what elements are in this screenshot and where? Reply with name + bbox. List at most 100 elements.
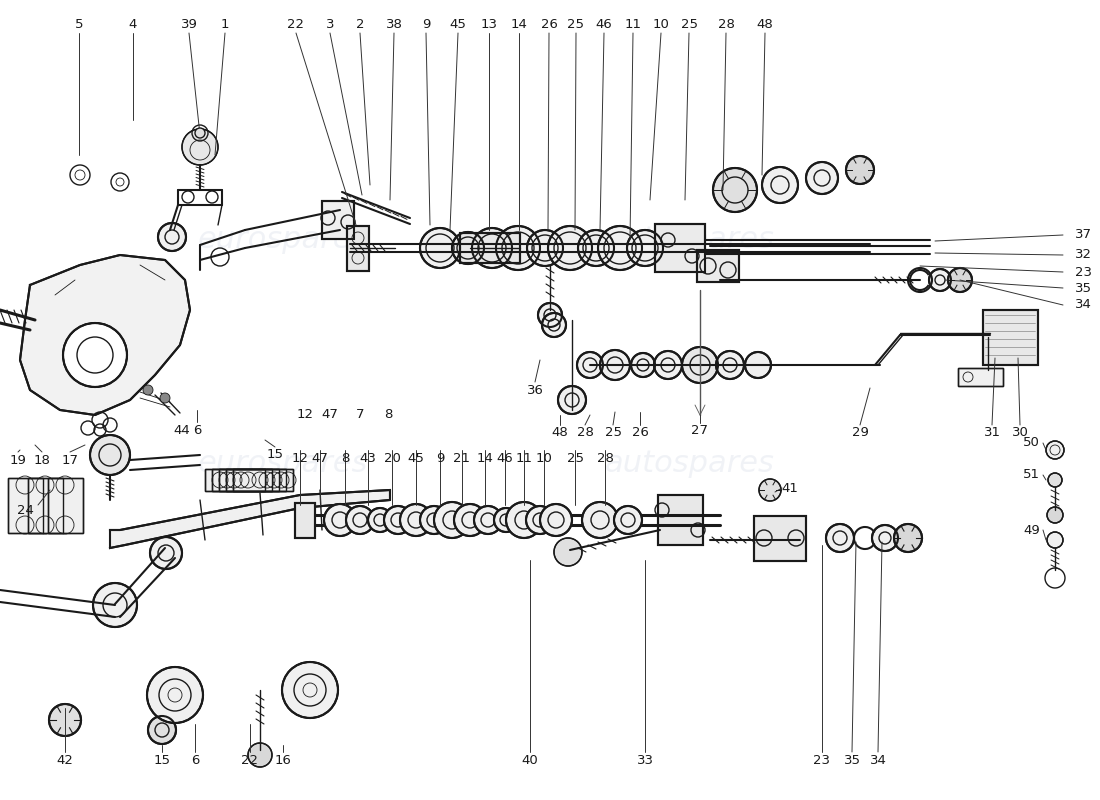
- Circle shape: [538, 303, 562, 327]
- Circle shape: [182, 129, 218, 165]
- Bar: [233, 469, 293, 491]
- Text: 23: 23: [1075, 266, 1092, 278]
- Text: 15: 15: [266, 449, 284, 462]
- Text: 30: 30: [1012, 426, 1028, 438]
- Circle shape: [846, 156, 874, 184]
- Circle shape: [496, 226, 540, 270]
- Bar: [982, 310, 1037, 365]
- Circle shape: [598, 226, 642, 270]
- Bar: [219, 469, 279, 491]
- Circle shape: [346, 506, 374, 534]
- Text: 20: 20: [384, 451, 400, 465]
- Circle shape: [627, 230, 663, 266]
- Text: 43: 43: [360, 451, 376, 465]
- Circle shape: [147, 667, 204, 723]
- Text: 25: 25: [568, 18, 584, 31]
- Text: 34: 34: [1075, 298, 1092, 311]
- Circle shape: [600, 350, 630, 380]
- Circle shape: [474, 506, 502, 534]
- Text: 11: 11: [625, 18, 641, 31]
- Circle shape: [248, 743, 272, 767]
- Text: 1: 1: [221, 18, 229, 31]
- Bar: [322, 201, 354, 239]
- Bar: [697, 250, 739, 282]
- Bar: [295, 502, 315, 538]
- Text: 49: 49: [1023, 523, 1040, 537]
- Text: 3: 3: [326, 18, 334, 31]
- Bar: [28, 478, 63, 533]
- Circle shape: [540, 504, 572, 536]
- Text: 36: 36: [527, 383, 543, 397]
- Bar: [47, 478, 82, 533]
- Text: 7: 7: [355, 409, 364, 422]
- Bar: [28, 478, 63, 533]
- Text: 39: 39: [180, 18, 197, 31]
- Text: 25: 25: [605, 426, 621, 438]
- Text: 17: 17: [62, 454, 78, 466]
- Circle shape: [150, 537, 182, 569]
- Text: 29: 29: [851, 426, 868, 438]
- Circle shape: [930, 269, 952, 291]
- Bar: [658, 495, 703, 545]
- Text: 11: 11: [516, 451, 532, 465]
- Text: 33: 33: [637, 754, 653, 766]
- Text: 22: 22: [287, 18, 305, 31]
- Circle shape: [368, 508, 392, 532]
- Circle shape: [63, 323, 126, 387]
- Circle shape: [160, 393, 170, 403]
- Bar: [460, 233, 520, 263]
- Text: 24: 24: [16, 503, 33, 517]
- Circle shape: [472, 228, 512, 268]
- Circle shape: [582, 502, 618, 538]
- Circle shape: [542, 313, 566, 337]
- Circle shape: [158, 223, 186, 251]
- Text: 46: 46: [595, 18, 613, 31]
- Text: 5: 5: [75, 18, 84, 31]
- Text: 9: 9: [436, 451, 444, 465]
- Circle shape: [90, 435, 130, 475]
- Bar: [47, 478, 82, 533]
- Bar: [219, 469, 279, 491]
- Circle shape: [762, 167, 798, 203]
- Circle shape: [420, 506, 448, 534]
- Circle shape: [527, 230, 563, 266]
- Text: 35: 35: [1075, 282, 1092, 294]
- Text: 28: 28: [576, 426, 593, 438]
- Text: 48: 48: [551, 426, 569, 438]
- Circle shape: [50, 704, 81, 736]
- Text: 51: 51: [1023, 469, 1040, 482]
- Bar: [8, 478, 43, 533]
- Bar: [658, 495, 703, 545]
- Bar: [8, 478, 43, 533]
- Bar: [346, 226, 368, 270]
- Circle shape: [654, 351, 682, 379]
- Bar: [754, 515, 806, 561]
- Circle shape: [548, 226, 592, 270]
- Circle shape: [400, 504, 432, 536]
- Circle shape: [1048, 473, 1062, 487]
- Circle shape: [324, 504, 356, 536]
- Text: 26: 26: [540, 18, 558, 31]
- Circle shape: [94, 583, 138, 627]
- Text: 8: 8: [341, 451, 349, 465]
- Circle shape: [434, 502, 470, 538]
- Text: 10: 10: [652, 18, 670, 31]
- Polygon shape: [20, 255, 190, 415]
- Circle shape: [826, 524, 854, 552]
- Bar: [957, 368, 1002, 386]
- Text: autospares: autospares: [605, 226, 774, 254]
- Text: 6: 6: [190, 754, 199, 766]
- Text: 4: 4: [129, 18, 138, 31]
- Text: 22: 22: [242, 754, 258, 766]
- Text: 44: 44: [174, 423, 190, 437]
- Text: 28: 28: [596, 451, 614, 465]
- Text: 12: 12: [297, 409, 313, 422]
- Text: 8: 8: [384, 409, 393, 422]
- Bar: [233, 469, 293, 491]
- Text: 15: 15: [154, 754, 170, 766]
- Text: 35: 35: [844, 754, 860, 766]
- Text: 46: 46: [496, 451, 514, 465]
- Bar: [697, 250, 739, 282]
- Circle shape: [494, 508, 518, 532]
- Text: 41: 41: [782, 482, 799, 494]
